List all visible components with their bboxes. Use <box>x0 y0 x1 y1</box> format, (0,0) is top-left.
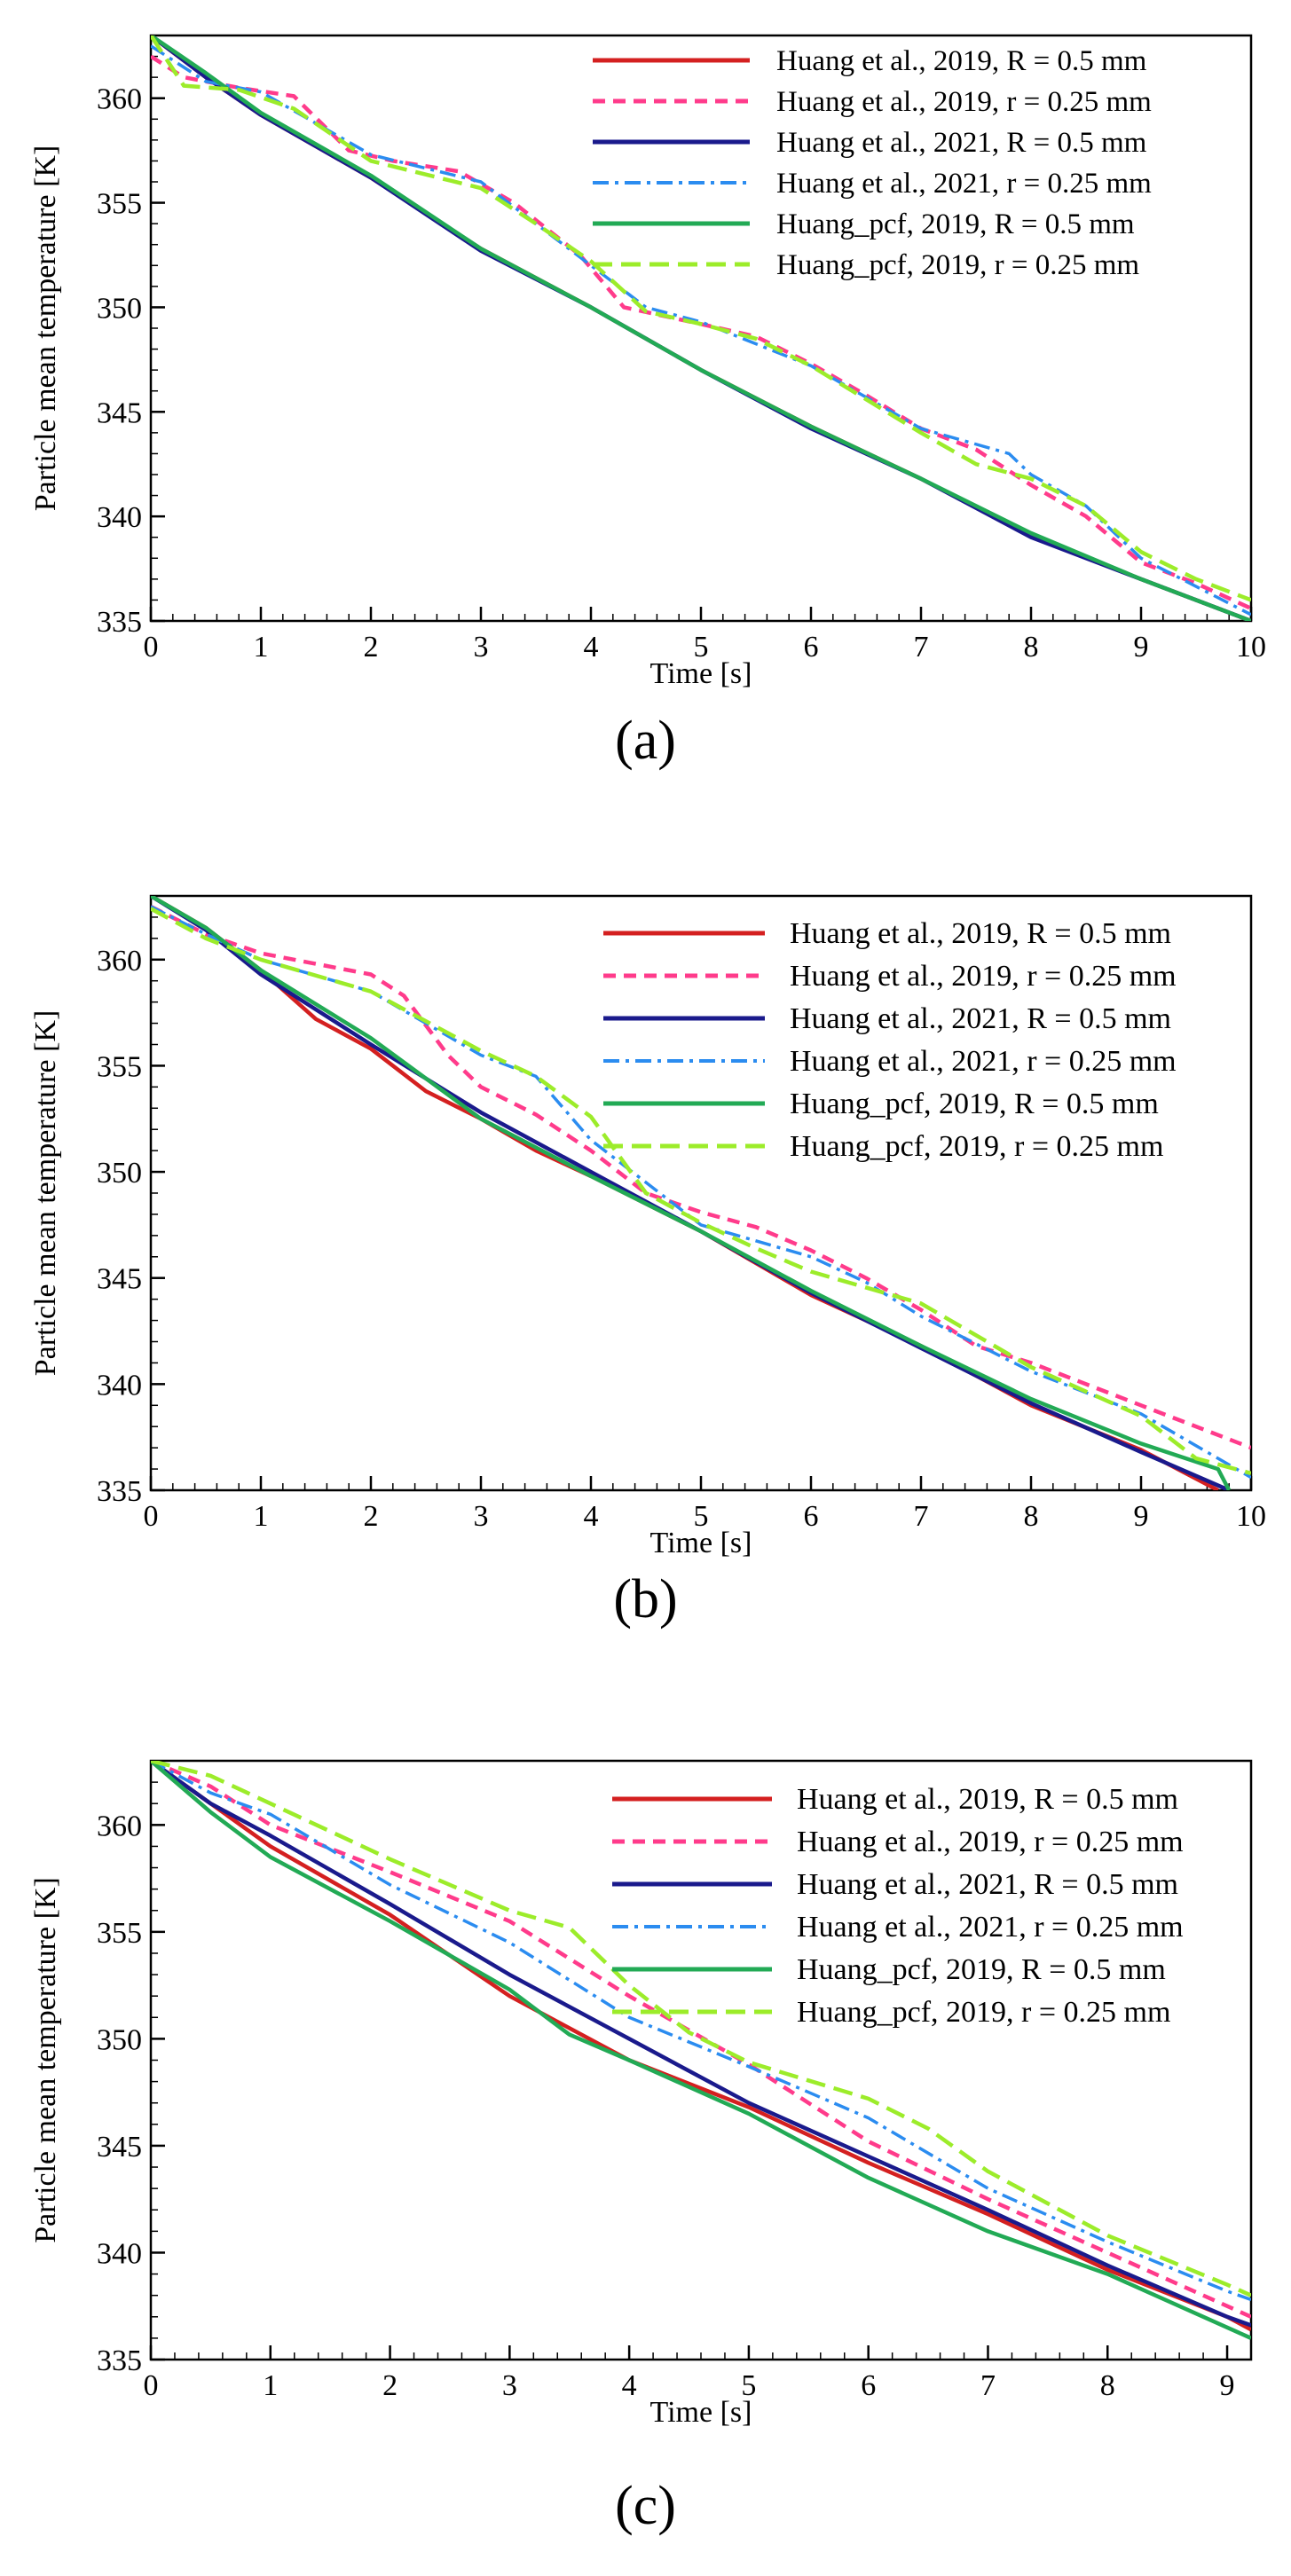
x-tick-label: 9 <box>1220 2369 1235 2402</box>
y-tick-label: 360 <box>97 1810 142 1842</box>
x-tick-label: 4 <box>584 631 599 664</box>
x-tick-label: 5 <box>694 1500 709 1533</box>
y-tick-label: 350 <box>97 1157 142 1190</box>
y-tick-label: 340 <box>97 501 142 534</box>
x-tick-label: 5 <box>694 631 709 664</box>
x-tick-label: 6 <box>804 631 819 664</box>
series-line-3 <box>151 1761 1251 2328</box>
panel-label-c: (c) <box>615 2476 676 2536</box>
y-tick-label: 360 <box>97 83 142 116</box>
series-line-4 <box>151 1761 1251 2302</box>
x-tick-label: 8 <box>1024 631 1039 664</box>
y-tick-label: 345 <box>97 2131 142 2164</box>
series-line-6 <box>151 1761 1251 2297</box>
x-tick-label: 6 <box>861 2369 876 2402</box>
legend-label: Huang_pcf, 2019, R = 0.5 mm <box>797 1953 1166 1986</box>
series-line-5 <box>151 896 1232 1490</box>
x-tick-label: 5 <box>741 2369 756 2402</box>
legend-label: Huang_pcf, 2019, r = 0.25 mm <box>790 1130 1163 1163</box>
y-tick-label: 340 <box>97 2237 142 2270</box>
y-tick-label: 360 <box>97 945 142 978</box>
y-tick-label: 350 <box>97 292 142 325</box>
series-line-6 <box>151 35 1251 602</box>
x-tick-label: 0 <box>144 631 159 664</box>
y-tick-label: 355 <box>97 1050 142 1083</box>
y-tick-label: 350 <box>97 2023 142 2056</box>
x-tick-label: 2 <box>364 631 379 664</box>
legend-label: Huang et al., 2021, r = 0.25 mm <box>776 168 1152 200</box>
x-tick-label: 7 <box>914 1500 929 1533</box>
y-axis-label: Particle mean temperature [K] <box>29 1877 62 2243</box>
legend: Huang et al., 2019, R = 0.5 mm Huang et a… <box>603 917 1177 1163</box>
legend-label: Huang et al., 2021, R = 0.5 mm <box>790 1002 1171 1035</box>
legend-label: Huang et al., 2019, R = 0.5 mm <box>776 45 1147 77</box>
x-tick-label: 4 <box>622 2369 637 2402</box>
y-tick-label: 345 <box>97 397 142 429</box>
series-line-5 <box>151 1761 1251 2340</box>
x-tick-label: 2 <box>382 2369 398 2402</box>
y-tick-label: 335 <box>97 2344 142 2377</box>
legend-label: Huang et al., 2021, r = 0.25 mm <box>790 1045 1177 1078</box>
panel-label-b: (b) <box>613 1569 678 1630</box>
x-tick-label: 1 <box>263 2369 278 2402</box>
x-tick-label: 3 <box>502 2369 517 2402</box>
y-tick-label: 335 <box>97 1475 142 1508</box>
series-line-1 <box>151 1761 1251 2332</box>
x-axis-label: Time [s] <box>650 2396 752 2429</box>
legend-label: Huang et al., 2019, r = 0.25 mm <box>797 1826 1184 1858</box>
legend-label: Huang et al., 2019, r = 0.25 mm <box>790 960 1177 993</box>
x-tick-label: 7 <box>914 631 929 664</box>
legend-label: Huang et al., 2021, R = 0.5 mm <box>776 127 1147 159</box>
x-tick-label: 8 <box>1100 2369 1115 2402</box>
x-tick-label: 3 <box>474 1500 489 1533</box>
y-tick-label: 340 <box>97 1369 142 1402</box>
legend: Huang et al., 2019, R = 0.5 mm Huang et a… <box>612 1783 1184 2029</box>
panel-label-a: (a) <box>615 711 676 771</box>
x-tick-label: 10 <box>1236 1500 1266 1533</box>
series-line-5 <box>151 35 1251 621</box>
x-tick-label: 10 <box>1236 631 1266 664</box>
legend-label: Huang et al., 2019, R = 0.5 mm <box>790 917 1171 950</box>
x-axis-label: Time [s] <box>650 657 752 690</box>
x-tick-label: 1 <box>254 631 269 664</box>
x-tick-label: 4 <box>584 1500 599 1533</box>
x-axis-label: Time [s] <box>650 1527 752 1559</box>
x-tick-label: 9 <box>1134 1500 1149 1533</box>
x-tick-label: 3 <box>474 631 489 664</box>
x-tick-label: 0 <box>144 2369 159 2402</box>
legend-label: Huang et al., 2021, R = 0.5 mm <box>797 1868 1178 1901</box>
series-line-6 <box>151 907 1251 1476</box>
legend-label: Huang_pcf, 2019, R = 0.5 mm <box>790 1088 1159 1120</box>
x-tick-label: 2 <box>364 1500 379 1533</box>
legend-label: Huang et al., 2021, r = 0.25 mm <box>797 1911 1184 1944</box>
x-tick-label: 9 <box>1134 631 1149 664</box>
legend-label: Huang_pcf, 2019, r = 0.25 mm <box>776 249 1139 281</box>
legend-label: Huang et al., 2019, r = 0.25 mm <box>776 86 1152 118</box>
y-tick-label: 345 <box>97 1263 142 1296</box>
y-tick-label: 355 <box>97 1917 142 1950</box>
y-tick-label: 335 <box>97 606 142 639</box>
y-axis-label: Particle mean temperature [K] <box>29 145 62 512</box>
legend-label: Huang_pcf, 2019, r = 0.25 mm <box>797 1996 1170 2029</box>
x-tick-label: 6 <box>804 1500 819 1533</box>
x-tick-label: 0 <box>144 1500 159 1533</box>
legend-label: Huang et al., 2019, R = 0.5 mm <box>797 1783 1178 1816</box>
legend: Huang et al., 2019, R = 0.5 mm Huang et a… <box>593 45 1152 281</box>
legend-label: Huang_pcf, 2019, R = 0.5 mm <box>776 208 1135 240</box>
x-tick-label: 7 <box>980 2369 996 2402</box>
x-tick-label: 8 <box>1024 1500 1039 1533</box>
y-axis-label: Particle mean temperature [K] <box>29 1010 62 1377</box>
y-tick-label: 355 <box>97 188 142 221</box>
x-tick-label: 1 <box>254 1500 269 1533</box>
